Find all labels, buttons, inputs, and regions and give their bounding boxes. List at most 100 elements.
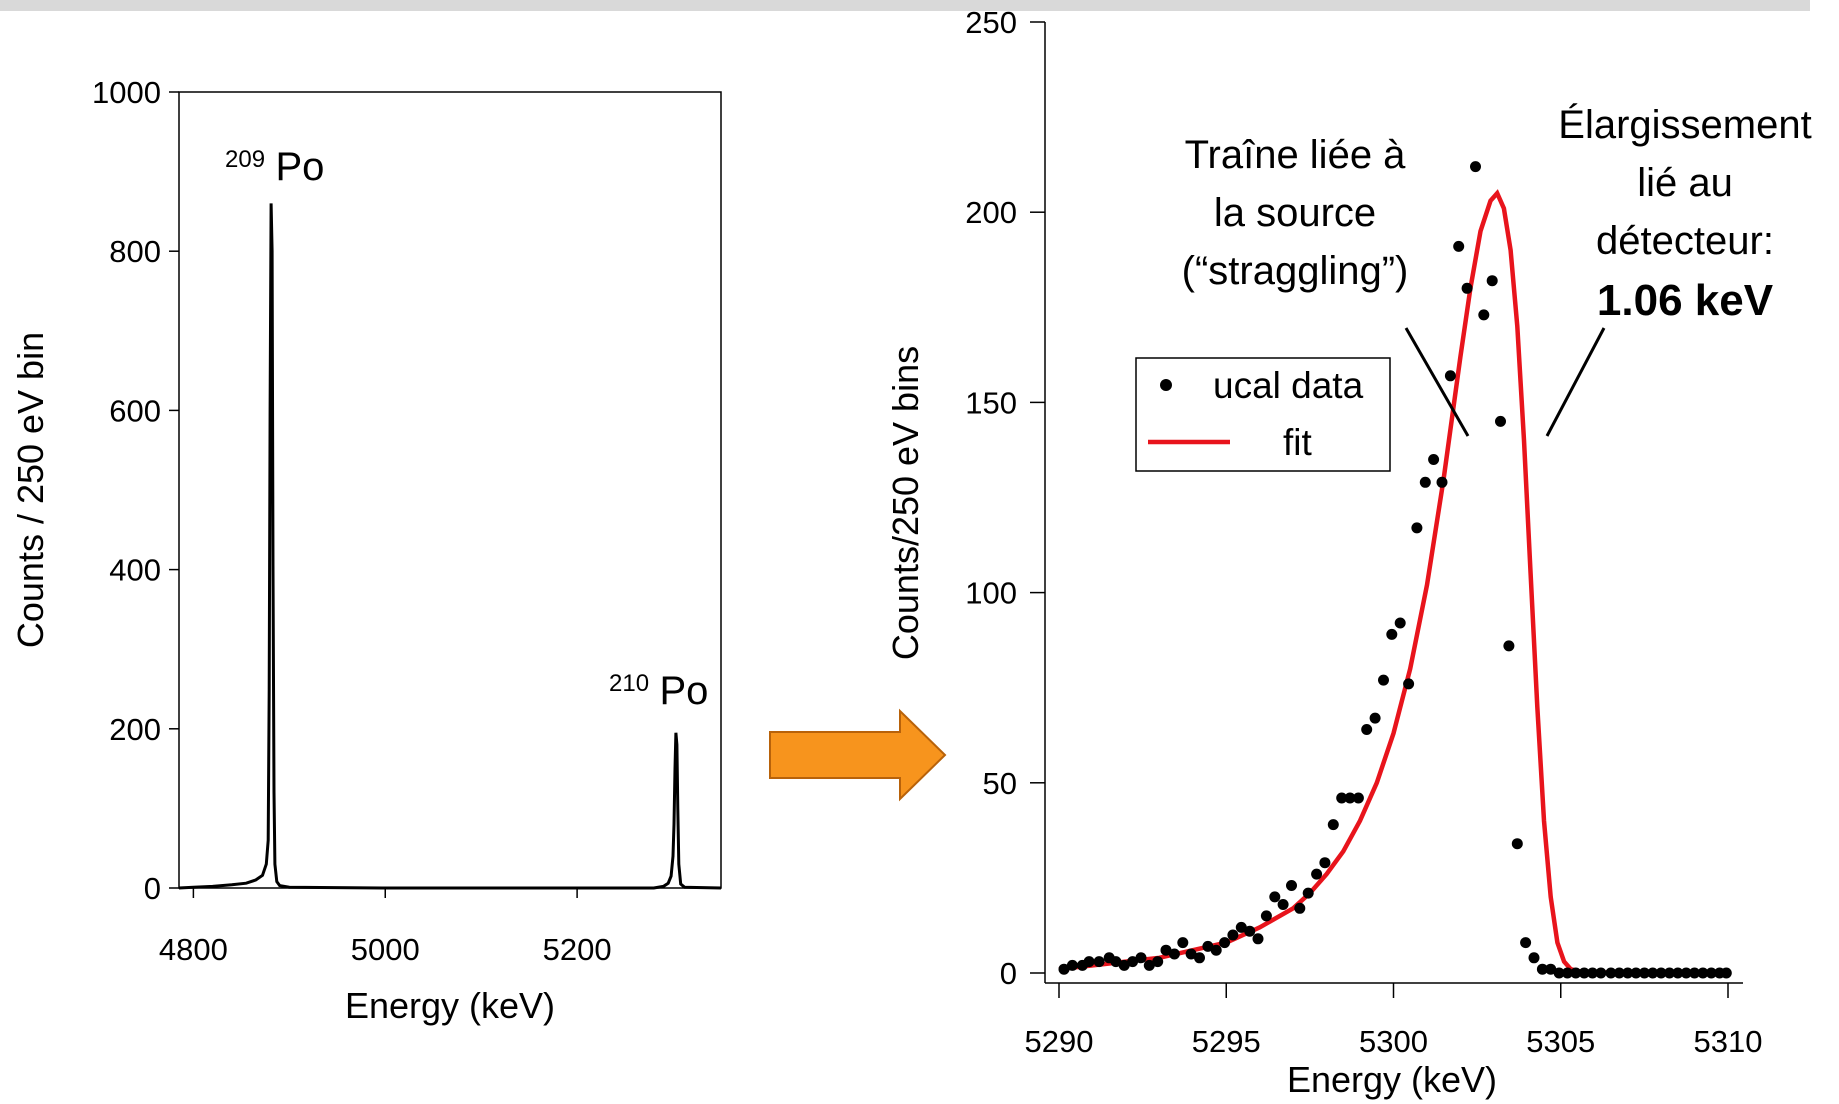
- broadening-value: 1.06 keV: [1597, 276, 1774, 325]
- legend-label-fit: fit: [1283, 422, 1313, 463]
- data-point: [1672, 967, 1684, 979]
- annotation-po210: 210 Po: [609, 669, 708, 713]
- po209-symbol: Po: [276, 145, 325, 189]
- data-point: [1185, 948, 1197, 960]
- broadening-pointer: [1545, 327, 1606, 437]
- data-point: [1578, 967, 1590, 979]
- right-chart: 0 50 100 150 200 250 5290 5295 5300 5305 5310 Ene…: [885, 5, 1812, 1100]
- data-point: [1595, 967, 1607, 979]
- left-y-tick-label: 200: [109, 712, 161, 747]
- straggling-line-2: la source: [1214, 191, 1376, 235]
- po210-mass-number: 210: [609, 670, 649, 697]
- data-point: [1536, 963, 1548, 975]
- data-point: [1286, 880, 1297, 891]
- left-y-axis-label: Counts / 250 eV bin: [10, 332, 51, 648]
- data-point: [1605, 967, 1617, 979]
- data-point: [1369, 712, 1381, 724]
- data-point: [1453, 240, 1465, 252]
- left-y-tick-label: 0: [144, 871, 161, 906]
- data-point: [1495, 415, 1506, 427]
- left-x-axis-label: Energy (keV): [345, 985, 555, 1026]
- data-point: [1478, 309, 1490, 321]
- data-point: [1503, 640, 1515, 652]
- data-point: [1680, 967, 1692, 979]
- data-point: [1705, 967, 1717, 979]
- legend-box: [1135, 357, 1391, 472]
- data-point: [1655, 967, 1667, 979]
- data-point: [1638, 967, 1650, 979]
- right-x-tick-label: 5310: [1694, 1024, 1763, 1059]
- data-point: [1110, 956, 1122, 968]
- data-point: [1545, 963, 1557, 975]
- annotation-straggling: Traîne liée à la source (“straggling”): [1182, 133, 1470, 437]
- po210-symbol: Po: [660, 669, 709, 713]
- legend: ucal data fit: [1135, 357, 1391, 472]
- right-y-ticks: 0 50 100 150 200 250: [965, 5, 1045, 991]
- right-x-tick-label: 5290: [1025, 1024, 1094, 1059]
- legend-label-data: ucal data: [1213, 365, 1364, 406]
- annotation-broadening: Élargissement lié au détecteur: 1.06 keV: [1545, 102, 1812, 437]
- right-x-tick-label: 5300: [1359, 1024, 1428, 1059]
- data-point: [1352, 792, 1364, 804]
- data-point: [1511, 838, 1523, 850]
- data-point: [1210, 944, 1222, 956]
- data-point: [1720, 967, 1732, 979]
- data-point: [1327, 819, 1339, 831]
- right-y-tick-label: 0: [1000, 956, 1017, 991]
- straggling-pointer: [1404, 327, 1470, 437]
- broadening-line-2: lié au: [1637, 161, 1733, 205]
- data-point: [1587, 967, 1598, 979]
- data-point: [1528, 952, 1540, 964]
- right-x-tick-label: 5305: [1526, 1024, 1595, 1059]
- data-point: [1143, 959, 1155, 971]
- data-point: [1570, 967, 1582, 979]
- left-plot-frame: [178, 91, 722, 889]
- straggling-line-3: (“straggling”): [1182, 249, 1409, 293]
- data-point: [1302, 887, 1314, 899]
- left-y-ticks: 0 200 400 600 800 1000: [92, 75, 179, 906]
- data-point: [1127, 956, 1139, 968]
- top-bar: [0, 0, 1810, 11]
- annotation-po209: 209 Po: [225, 145, 324, 189]
- data-point: [1553, 967, 1565, 979]
- left-y-tick-label: 600: [109, 393, 161, 428]
- left-y-tick-label: 800: [109, 234, 161, 269]
- data-point: [1622, 967, 1634, 979]
- data-point: [1394, 617, 1406, 629]
- left-x-tick-label: 5000: [351, 932, 420, 967]
- data-point: [1235, 921, 1247, 933]
- data-point: [1419, 476, 1431, 488]
- right-y-tick-label: 100: [965, 576, 1017, 611]
- data-point: [1561, 967, 1573, 979]
- right-y-tick-label: 150: [965, 385, 1017, 420]
- data-point: [1689, 967, 1700, 979]
- data-point: [1244, 925, 1256, 937]
- left-y-tick-label: 1000: [92, 75, 161, 110]
- data-point: [1194, 952, 1205, 964]
- data-point: [1066, 959, 1078, 971]
- left-y-tick-label: 400: [109, 553, 161, 588]
- data-point: [1093, 956, 1105, 968]
- broadening-line-1: Élargissement: [1558, 102, 1811, 147]
- left-x-tick-label: 4800: [159, 932, 228, 967]
- data-point: [1277, 899, 1289, 910]
- right-y-tick-label: 200: [965, 195, 1017, 230]
- broadening-line-3: détecteur:: [1596, 219, 1774, 263]
- right-y-tick-label: 250: [965, 5, 1017, 40]
- data-point: [1202, 940, 1214, 952]
- right-x-tick-label: 5295: [1192, 1024, 1261, 1059]
- data-point: [1219, 937, 1231, 949]
- straggling-line-1: Traîne liée à: [1185, 133, 1407, 177]
- data-point: [1269, 891, 1281, 903]
- data-point: [1647, 967, 1659, 979]
- data-point: [1227, 929, 1239, 941]
- data-point: [1470, 161, 1481, 173]
- right-x-axis-label: Energy (keV): [1287, 1059, 1497, 1100]
- data-point: [1160, 944, 1172, 956]
- data-points: [1058, 161, 1732, 979]
- data-point: [1403, 678, 1415, 690]
- left-chart: 0 200 400 600 800 1000 4800 5000 5200 Energy (k…: [10, 75, 722, 1026]
- data-point: [1461, 282, 1473, 294]
- data-point: [1664, 967, 1675, 979]
